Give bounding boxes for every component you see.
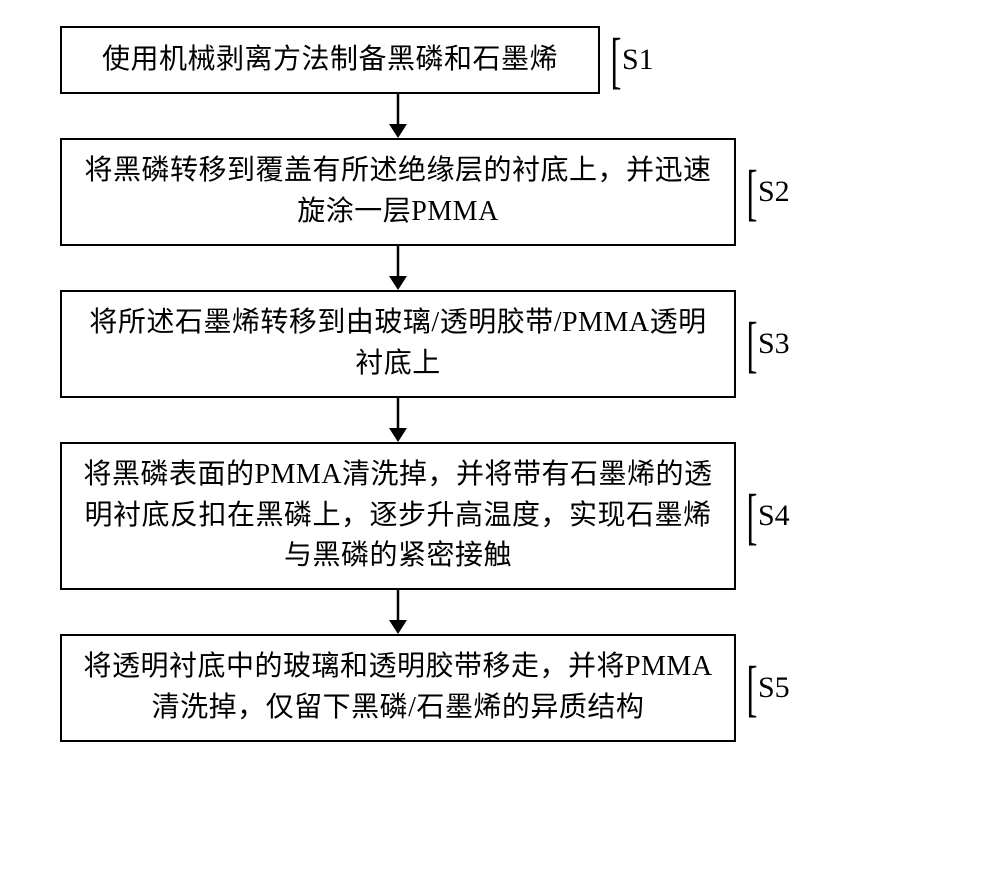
step-row-s5: 将透明衬底中的玻璃和透明胶带移走，并将PMMA清洗掉，仅留下黑磷/石墨烯的异质结… [60,634,940,742]
bracket-icon: [ [746,657,757,720]
step-text-s1: 使用机械剥离方法制备黑磷和石墨烯 [102,40,558,81]
step-text-s2: 将黑磷转移到覆盖有所述绝缘层的衬底上，并迅速旋涂一层PMMA [76,151,720,232]
arrow-down-icon [386,398,410,442]
connector-4 [60,590,736,634]
step-label-s4: S4 [758,499,790,533]
step-box-s5: 将透明衬底中的玻璃和透明胶带移走，并将PMMA清洗掉，仅留下黑磷/石墨烯的异质结… [60,634,736,742]
step-text-s3: 将所述石墨烯转移到由玻璃/透明胶带/PMMA透明衬底上 [76,303,720,384]
step-label-s5: S5 [758,671,790,705]
step-label-wrap-s2: [ S2 [736,162,790,222]
step-row-s1: 使用机械剥离方法制备黑磷和石墨烯 [ S1 [60,26,940,94]
arrow-down-icon [386,246,410,290]
bracket-icon: [ [746,485,757,548]
bracket-icon: [ [610,29,621,92]
bracket-icon: [ [746,313,757,376]
arrow-down-icon [386,590,410,634]
step-label-wrap-s1: [ S1 [600,30,654,90]
flowchart: 使用机械剥离方法制备黑磷和石墨烯 [ S1 将黑磷转移到覆盖有所述绝缘层的衬底上… [60,26,940,742]
step-box-s3: 将所述石墨烯转移到由玻璃/透明胶带/PMMA透明衬底上 [60,290,736,398]
step-label-s1: S1 [622,43,654,77]
step-row-s2: 将黑磷转移到覆盖有所述绝缘层的衬底上，并迅速旋涂一层PMMA [ S2 [60,138,940,246]
step-label-s2: S2 [758,175,790,209]
step-label-wrap-s3: [ S3 [736,314,790,374]
connector-2 [60,246,736,290]
step-label-s3: S3 [758,327,790,361]
step-text-s4: 将黑磷表面的PMMA清洗掉，并将带有石墨烯的透明衬底反扣在黑磷上，逐步升高温度，… [76,455,720,577]
step-row-s3: 将所述石墨烯转移到由玻璃/透明胶带/PMMA透明衬底上 [ S3 [60,290,940,398]
step-label-wrap-s4: [ S4 [736,486,790,546]
connector-1 [60,94,736,138]
step-text-s5: 将透明衬底中的玻璃和透明胶带移走，并将PMMA清洗掉，仅留下黑磷/石墨烯的异质结… [76,647,720,728]
connector-3 [60,398,736,442]
step-label-wrap-s5: [ S5 [736,658,790,718]
step-box-s4: 将黑磷表面的PMMA清洗掉，并将带有石墨烯的透明衬底反扣在黑磷上，逐步升高温度，… [60,442,736,590]
step-box-s2: 将黑磷转移到覆盖有所述绝缘层的衬底上，并迅速旋涂一层PMMA [60,138,736,246]
arrow-down-icon [386,94,410,138]
step-box-s1: 使用机械剥离方法制备黑磷和石墨烯 [60,26,600,94]
step-row-s4: 将黑磷表面的PMMA清洗掉，并将带有石墨烯的透明衬底反扣在黑磷上，逐步升高温度，… [60,442,940,590]
bracket-icon: [ [746,161,757,224]
